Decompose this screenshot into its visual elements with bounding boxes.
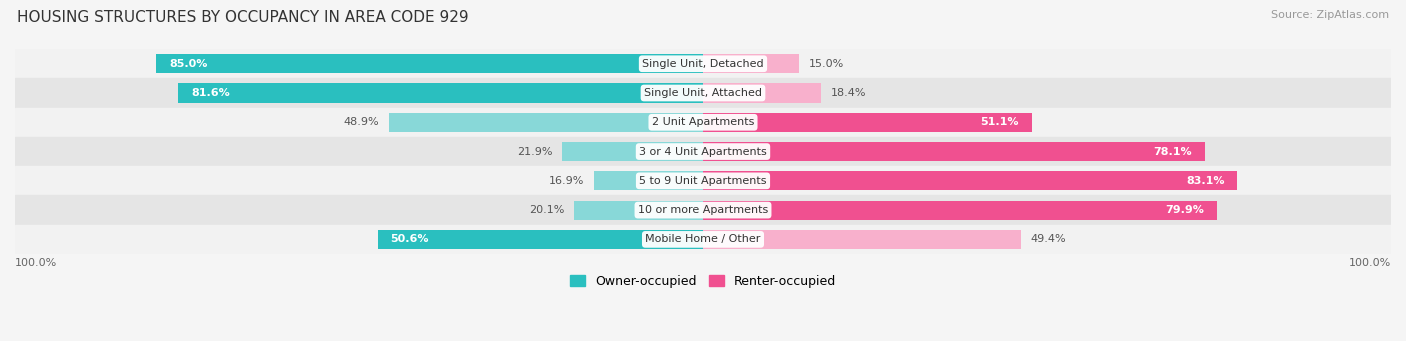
Bar	[15, 137, 1391, 166]
Bar	[15, 78, 1391, 108]
Text: 49.4%: 49.4%	[1031, 234, 1066, 244]
Bar	[156, 54, 703, 73]
Text: 15.0%: 15.0%	[808, 59, 845, 69]
Text: 48.9%: 48.9%	[343, 117, 380, 127]
Text: Mobile Home / Other: Mobile Home / Other	[645, 234, 761, 244]
Text: 100.0%: 100.0%	[15, 258, 58, 268]
Bar	[388, 113, 703, 132]
Text: HOUSING STRUCTURES BY OCCUPANCY IN AREA CODE 929: HOUSING STRUCTURES BY OCCUPANCY IN AREA …	[17, 10, 468, 25]
Bar	[703, 201, 1216, 220]
Text: Source: ZipAtlas.com: Source: ZipAtlas.com	[1271, 10, 1389, 20]
Text: 79.9%: 79.9%	[1166, 205, 1204, 215]
Text: 21.9%: 21.9%	[517, 147, 553, 157]
Text: 50.6%: 50.6%	[391, 234, 429, 244]
Bar	[703, 113, 1032, 132]
Text: 2 Unit Apartments: 2 Unit Apartments	[652, 117, 754, 127]
Text: 5 to 9 Unit Apartments: 5 to 9 Unit Apartments	[640, 176, 766, 186]
Bar	[703, 54, 800, 73]
Text: 3 or 4 Unit Apartments: 3 or 4 Unit Apartments	[640, 147, 766, 157]
Text: 51.1%: 51.1%	[980, 117, 1019, 127]
Bar	[15, 49, 1391, 78]
Bar	[703, 142, 1205, 161]
Legend: Owner-occupied, Renter-occupied: Owner-occupied, Renter-occupied	[565, 270, 841, 293]
Text: 20.1%: 20.1%	[529, 205, 564, 215]
Text: 10 or more Apartments: 10 or more Apartments	[638, 205, 768, 215]
Bar	[562, 142, 703, 161]
Text: Single Unit, Detached: Single Unit, Detached	[643, 59, 763, 69]
Bar	[15, 195, 1391, 225]
Bar	[703, 171, 1237, 190]
Bar	[378, 230, 703, 249]
Text: 81.6%: 81.6%	[191, 88, 231, 98]
Text: 18.4%: 18.4%	[831, 88, 866, 98]
Bar	[703, 230, 1021, 249]
Text: 78.1%: 78.1%	[1154, 147, 1192, 157]
Text: 85.0%: 85.0%	[169, 59, 208, 69]
Bar	[15, 108, 1391, 137]
Text: 83.1%: 83.1%	[1187, 176, 1225, 186]
Bar	[703, 84, 821, 103]
Text: 16.9%: 16.9%	[550, 176, 585, 186]
Bar	[595, 171, 703, 190]
Text: Single Unit, Attached: Single Unit, Attached	[644, 88, 762, 98]
Bar	[179, 84, 703, 103]
Bar	[15, 166, 1391, 195]
Text: 100.0%: 100.0%	[1348, 258, 1391, 268]
Bar	[574, 201, 703, 220]
Bar	[15, 225, 1391, 254]
